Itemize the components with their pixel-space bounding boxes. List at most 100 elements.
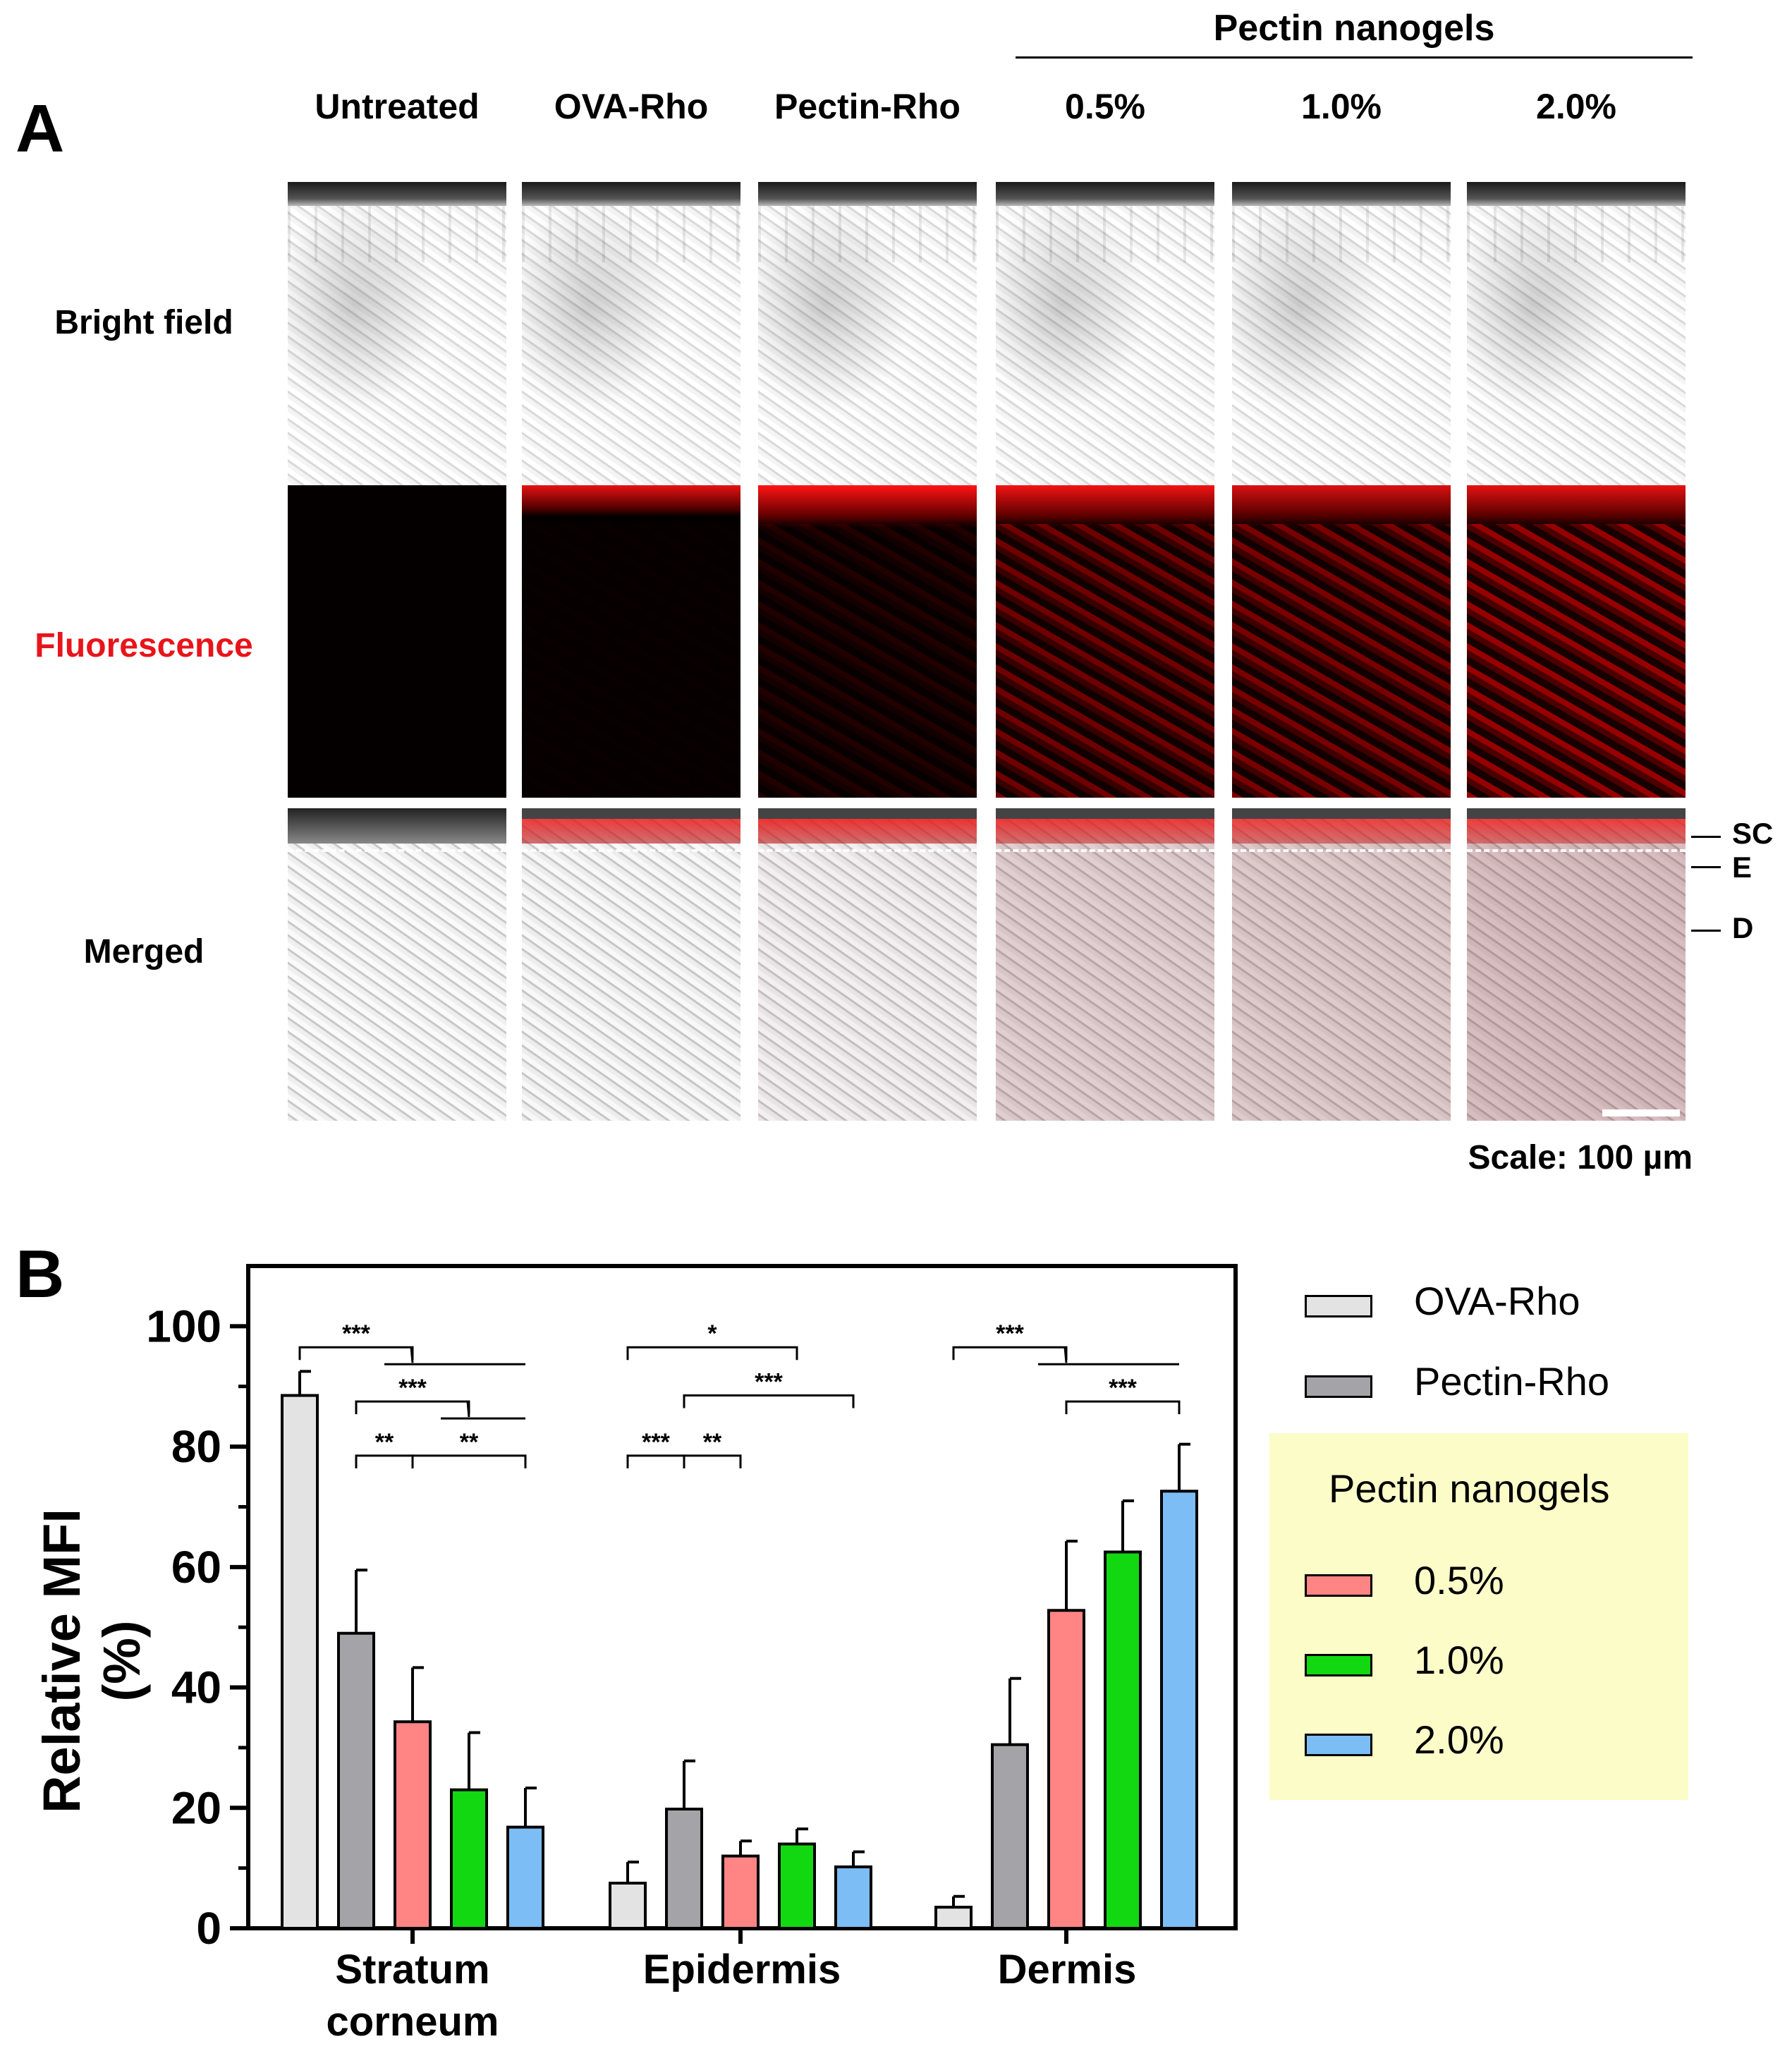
row-label-merged: Merged: [83, 933, 205, 970]
fluorescence-image-ova-rho: [522, 485, 740, 798]
merged-image-ova-rho: [522, 808, 740, 1121]
bar-nanogel-1-0: [1104, 1550, 1142, 1930]
sc-marker-label: SC: [1732, 817, 1774, 850]
significance-bracket: [355, 1454, 414, 1468]
legend-group-title: Pectin nanogels: [1329, 1466, 1610, 1511]
sc-marker-line: [1691, 836, 1721, 838]
row-label-bright-field: Bright field: [54, 304, 233, 341]
category-label-epidermis: Epidermis: [642, 1947, 841, 1992]
merged-image-nanogel-0-5: [996, 808, 1214, 1121]
column-label-pectin-rho: Pectin-Rho: [774, 87, 961, 126]
column-label-nanogel-0-5: 0.5%: [1065, 87, 1145, 126]
significance-label: **: [375, 1429, 394, 1456]
d-marker-line: [1691, 930, 1721, 932]
significance-bracket: [683, 1394, 855, 1408]
column-label-nanogel-1-0: 1.0%: [1301, 87, 1382, 126]
significance-label: ***: [342, 1320, 370, 1347]
y-tick-label: 60: [171, 1542, 221, 1593]
column-label-ova-rho: OVA-Rho: [554, 87, 709, 126]
bar-ova-rho: [281, 1394, 319, 1930]
significance-bracket: [1065, 1400, 1181, 1415]
bar-pectin-rho: [991, 1743, 1029, 1930]
significance-label: **: [460, 1429, 479, 1456]
bright-field-image-ova-rho: [522, 182, 740, 494]
significance-bracket-extension: [441, 1401, 525, 1420]
legend-label-2-0: 2.0%: [1414, 1717, 1504, 1762]
e-marker-label: E: [1732, 851, 1753, 884]
fluorescence-image-nanogel-1-0: [1232, 485, 1451, 798]
significance-label: ***: [398, 1375, 427, 1401]
fluorescence-image-pectin-rho: [758, 485, 977, 798]
significance-label: ***: [642, 1429, 670, 1456]
significance-bracket: [952, 1346, 1068, 1361]
significance-label: ***: [755, 1369, 783, 1396]
bar-nanogel-0-5: [1047, 1609, 1085, 1930]
y-tick-label: 40: [171, 1662, 221, 1713]
bar-ova-rho: [934, 1906, 973, 1930]
panel-b-letter: B: [16, 1236, 65, 1312]
bright-field-image-nanogel-2-0: [1467, 182, 1686, 494]
merged-image-nanogel-1-0: [1232, 808, 1451, 1121]
legend-swatch-1-0: [1305, 1654, 1372, 1676]
significance-bracket: [355, 1400, 470, 1415]
row-label-fluorescence: Fluorescence: [35, 627, 253, 664]
legend-label-ova-rho: OVA-Rho: [1414, 1279, 1580, 1323]
significance-bracket: [626, 1346, 798, 1361]
category-label-stratum-corneum: Stratum corneum: [326, 1947, 499, 2045]
column-label-nanogel-2-0: 2.0%: [1536, 87, 1616, 126]
bright-field-image-untreated: [288, 182, 506, 494]
merged-image-pectin-rho: [758, 808, 977, 1121]
bar-nanogel-2-0: [506, 1825, 544, 1930]
scale-bar: [1602, 1109, 1680, 1116]
d-marker-label: D: [1732, 911, 1754, 944]
legend: OVA-Rho Pectin-Rho Pectin nanogels 0.5% …: [1269, 1270, 1693, 1806]
significance-bracket: [411, 1454, 527, 1468]
legend-swatch-0-5: [1305, 1574, 1372, 1597]
bar-nanogel-2-0: [1160, 1490, 1198, 1930]
y-tick-label: 80: [171, 1421, 221, 1472]
significance-bracket-extension: [384, 1347, 525, 1365]
pectin-nanogels-group-header: Pectin nanogels: [1213, 8, 1495, 49]
fluorescence-image-nanogel-2-0: [1467, 485, 1686, 798]
legend-nanogel-group: Pectin nanogels 0.5% 1.0% 2.0%: [1269, 1433, 1688, 1800]
legend-label-1-0: 1.0%: [1414, 1638, 1504, 1682]
significance-bracket-extension: [1038, 1347, 1179, 1365]
scale-label: Scale: 100 µm: [1468, 1139, 1693, 1176]
e-marker-line: [1691, 866, 1721, 868]
merged-image-untreated: [288, 808, 506, 1121]
bright-field-image-nanogel-0-5: [996, 182, 1214, 494]
bar-pectin-rho: [337, 1631, 375, 1930]
significance-label: **: [703, 1429, 722, 1456]
significance-bracket: [626, 1454, 685, 1468]
bright-field-image-nanogel-1-0: [1232, 182, 1451, 494]
y-tick-label: 100: [146, 1301, 221, 1351]
y-tick-label: 0: [196, 1903, 221, 1954]
bar-nanogel-1-0: [450, 1788, 488, 1930]
legend-label-pectin-rho: Pectin-Rho: [1414, 1359, 1610, 1404]
bar-nanogel-0-5: [721, 1854, 760, 1930]
legend-swatch-pectin-rho: [1305, 1375, 1372, 1398]
bar-pectin-rho: [665, 1807, 703, 1930]
significance-label: ***: [996, 1320, 1024, 1347]
legend-label-0-5: 0.5%: [1414, 1558, 1504, 1602]
legend-swatch-2-0: [1305, 1734, 1372, 1756]
fluorescence-image-untreated: [288, 485, 506, 798]
bright-field-image-pectin-rho: [758, 182, 977, 494]
bar-ova-rho: [609, 1881, 647, 1930]
bar-nanogel-1-0: [778, 1842, 816, 1930]
panel-a-letter: A: [16, 91, 65, 166]
group-header-underline: [1016, 56, 1693, 59]
merged-image-nanogel-2-0: [1467, 808, 1686, 1121]
significance-label: ***: [1109, 1375, 1137, 1401]
fluorescence-image-nanogel-0-5: [996, 485, 1214, 798]
column-label-untreated: Untreated: [315, 87, 480, 126]
legend-swatch-ova-rho: [1305, 1295, 1372, 1317]
significance-label: *: [707, 1320, 717, 1347]
significance-bracket: [298, 1346, 414, 1361]
significance-bracket: [683, 1454, 742, 1468]
category-label-dermis: Dermis: [997, 1947, 1137, 1992]
bar-nanogel-2-0: [834, 1865, 872, 1930]
y-tick-label: 20: [171, 1782, 221, 1833]
bar-nanogel-0-5: [394, 1720, 432, 1930]
